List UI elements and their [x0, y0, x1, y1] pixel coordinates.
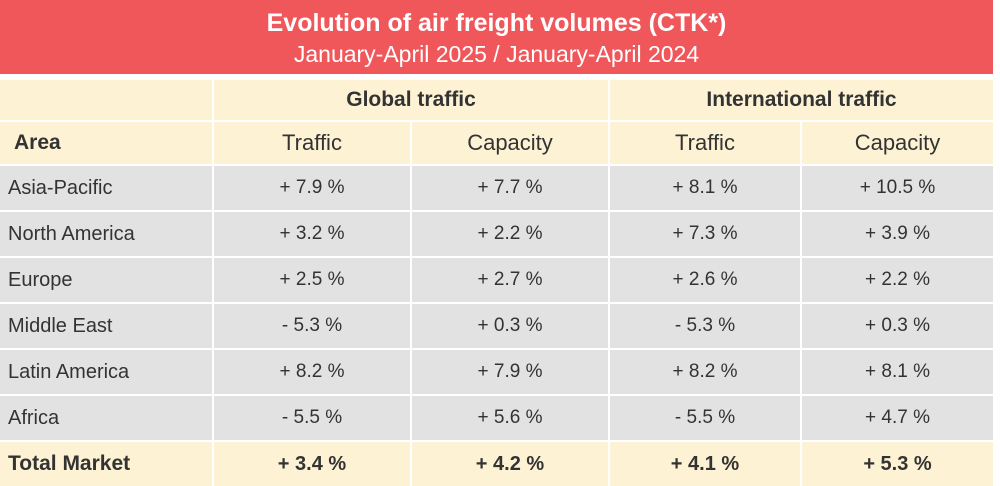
cell-global-capacity: + 7.7 % [410, 164, 609, 211]
row-area: Africa [0, 394, 213, 441]
group-header-international: International traffic [607, 80, 994, 121]
total-intl-traffic: + 4.1 % [608, 440, 801, 486]
freight-table: Global traffic International traffic Are… [0, 80, 994, 486]
total-intl-capacity: + 5.3 % [799, 440, 994, 486]
table-row: Asia-Pacific + 7.9 % + 7.7 % + 8.1 % + 1… [0, 164, 994, 211]
cell-intl-capacity: + 4.7 % [799, 394, 994, 441]
cell-intl-capacity: + 3.9 % [799, 210, 994, 257]
cell-global-capacity: + 2.7 % [410, 256, 609, 303]
total-global-traffic: + 3.4 % [212, 440, 411, 486]
row-area: Middle East [0, 302, 213, 349]
cell-global-traffic: - 5.3 % [212, 302, 411, 349]
column-header-global-traffic: Traffic [212, 120, 411, 165]
column-header-intl-traffic: Traffic [608, 120, 801, 165]
title-banner: Evolution of air freight volumes (CTK*) … [0, 0, 993, 74]
column-header-intl-capacity: Capacity [799, 120, 994, 165]
row-area: Latin America [0, 348, 213, 395]
cell-intl-traffic: + 7.3 % [608, 210, 801, 257]
row-area: Europe [0, 256, 213, 303]
cell-global-traffic: + 2.5 % [212, 256, 411, 303]
cell-intl-traffic: - 5.3 % [608, 302, 801, 349]
cell-intl-capacity: + 0.3 % [799, 302, 994, 349]
group-header-global: Global traffic [212, 80, 609, 121]
table-row: North America + 3.2 % + 2.2 % + 7.3 % + … [0, 210, 994, 257]
cell-global-traffic: + 7.9 % [212, 164, 411, 211]
table-row: Latin America + 8.2 % + 7.9 % + 8.2 % + … [0, 348, 994, 395]
cell-intl-traffic: + 8.2 % [608, 348, 801, 395]
cell-global-capacity: + 5.6 % [410, 394, 609, 441]
table-row: Africa - 5.5 % + 5.6 % - 5.5 % + 4.7 % [0, 394, 994, 441]
total-area: Total Market [0, 440, 213, 486]
cell-intl-traffic: - 5.5 % [608, 394, 801, 441]
total-global-capacity: + 4.2 % [410, 440, 609, 486]
cell-global-traffic: - 5.5 % [212, 394, 411, 441]
cell-intl-traffic: + 2.6 % [608, 256, 801, 303]
group-header-row: Global traffic International traffic [0, 80, 994, 121]
total-row: Total Market + 3.4 % + 4.2 % + 4.1 % + 5… [0, 440, 994, 486]
group-header-blank [0, 80, 213, 121]
cell-intl-traffic: + 8.1 % [608, 164, 801, 211]
column-header-global-capacity: Capacity [410, 120, 609, 165]
cell-intl-capacity: + 10.5 % [799, 164, 994, 211]
table-title: Evolution of air freight volumes (CTK*) [266, 9, 727, 37]
row-area: North America [0, 210, 213, 257]
cell-intl-capacity: + 8.1 % [799, 348, 994, 395]
cell-global-capacity: + 2.2 % [410, 210, 609, 257]
cell-global-traffic: + 3.2 % [212, 210, 411, 257]
column-header-row: Area Traffic Capacity Traffic Capacity [0, 120, 994, 165]
table-row: Middle East - 5.3 % + 0.3 % - 5.3 % + 0.… [0, 302, 994, 349]
column-header-area: Area [0, 120, 213, 165]
cell-global-capacity: + 0.3 % [410, 302, 609, 349]
cell-global-capacity: + 7.9 % [410, 348, 609, 395]
row-area: Asia-Pacific [0, 164, 213, 211]
cell-global-traffic: + 8.2 % [212, 348, 411, 395]
table-row: Europe + 2.5 % + 2.7 % + 2.6 % + 2.2 % [0, 256, 994, 303]
cell-intl-capacity: + 2.2 % [799, 256, 994, 303]
table-subtitle: January-April 2025 / January-April 2024 [293, 41, 700, 67]
